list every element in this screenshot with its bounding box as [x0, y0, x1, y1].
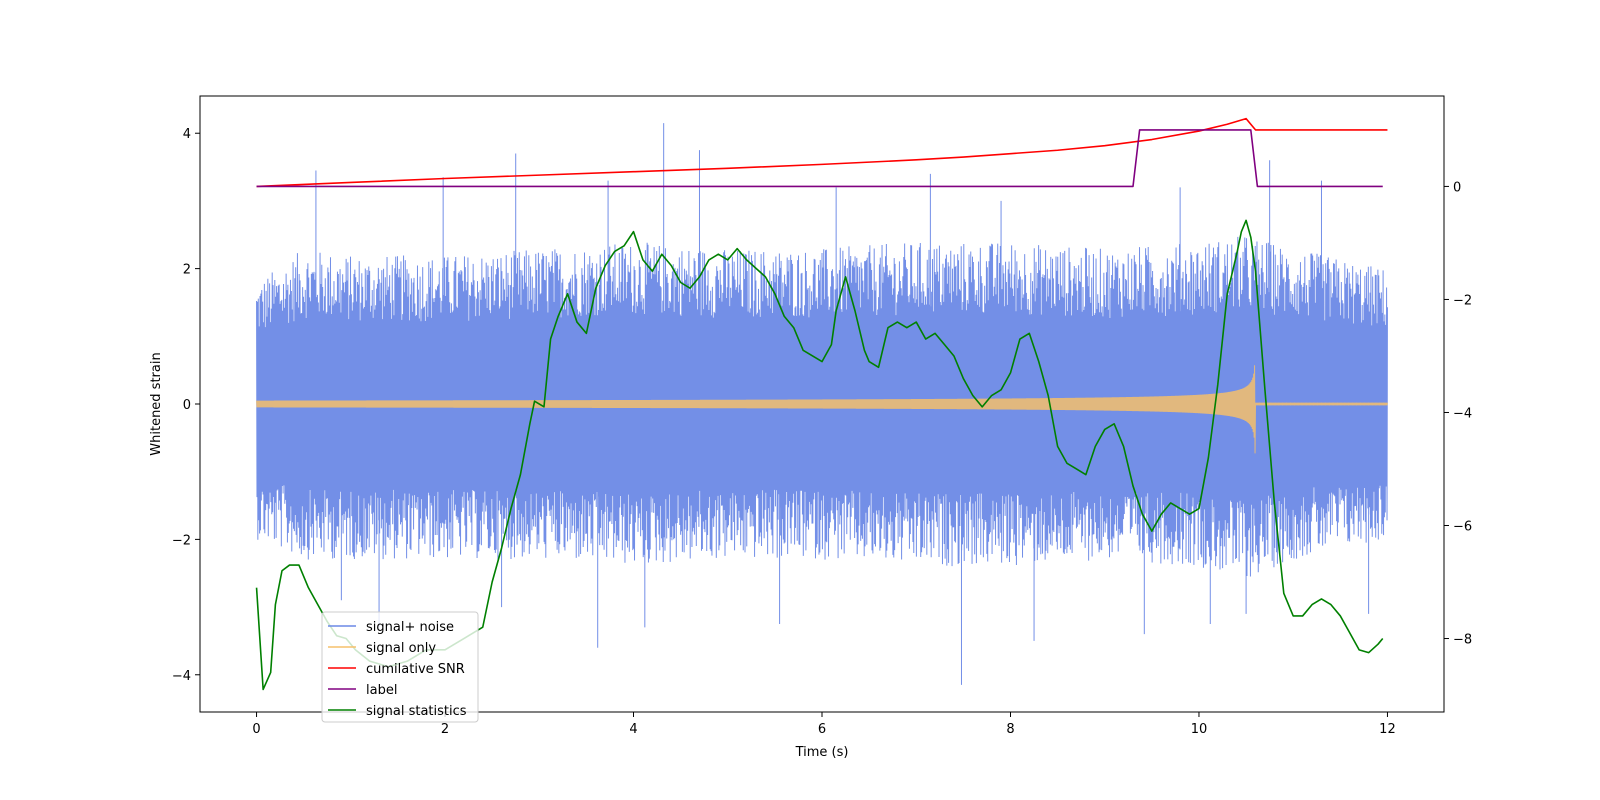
- y2-tick-label: −4: [1453, 406, 1472, 421]
- x-tick-label: 10: [1191, 722, 1208, 737]
- x-axis: 0 2 4 6 8 10 12: [252, 712, 1396, 737]
- series-label-line: [256, 129, 1383, 188]
- legend-label: signal+ noise: [366, 620, 454, 635]
- series-signal-noise-line: [256, 123, 1388, 685]
- right-y-axis: −8 −6 −4 −2 0: [1444, 180, 1472, 648]
- plot-area: [255, 117, 1388, 691]
- left-y-axis: −4 −2 0 2 4: [172, 127, 200, 684]
- y2-tick-label: −8: [1453, 633, 1472, 648]
- y-tick-label: 2: [183, 263, 191, 278]
- y2-tick-label: −2: [1453, 293, 1472, 308]
- y-tick-label: 0: [183, 398, 191, 413]
- series-signal-only-line: [256, 365, 1388, 454]
- legend-box: [321, 611, 479, 723]
- legend-label: signal statistics: [366, 704, 467, 719]
- y-tick-label: −4: [172, 669, 191, 684]
- legend-label: signal only: [366, 641, 436, 656]
- legend: signal+ noise signal only cumilative SNR la…: [321, 611, 479, 723]
- legend-label: label: [366, 683, 397, 698]
- x-tick-label: 0: [252, 722, 260, 737]
- x-tick-label: 4: [629, 722, 637, 737]
- y-tick-label: −2: [172, 533, 191, 548]
- legend-label: cumilative SNR: [366, 662, 465, 677]
- x-tick-label: 12: [1379, 722, 1396, 737]
- y-axis-label: Whitened strain: [149, 352, 164, 455]
- y2-tick-label: −6: [1453, 520, 1472, 535]
- x-tick-label: 8: [1006, 722, 1014, 737]
- series-cumulative-snr-line: [256, 117, 1388, 188]
- series-signal-statistics-line: [255, 219, 1384, 691]
- y2-tick-label: 0: [1453, 180, 1461, 195]
- x-tick-label: 2: [441, 722, 449, 737]
- x-axis-label: Time (s): [795, 745, 849, 760]
- x-tick-label: 6: [818, 722, 826, 737]
- y-tick-label: 4: [183, 127, 191, 142]
